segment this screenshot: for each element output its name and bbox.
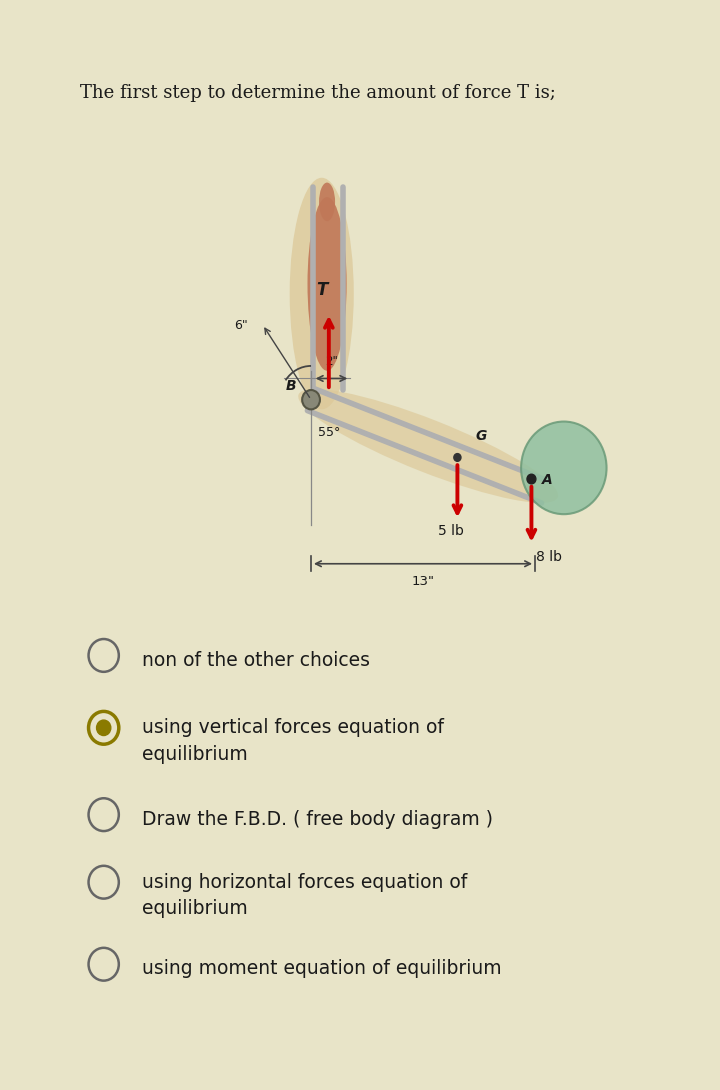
Circle shape — [454, 453, 461, 461]
Text: T: T — [316, 281, 328, 300]
Circle shape — [96, 720, 111, 736]
Text: 13": 13" — [412, 576, 435, 588]
Text: Draw the F.B.D. ( free body diagram ): Draw the F.B.D. ( free body diagram ) — [142, 810, 493, 828]
Text: using vertical forces equation of
equilibrium: using vertical forces equation of equili… — [142, 718, 444, 764]
Text: The first step to determine the amount of force T is;: The first step to determine the amount o… — [80, 84, 556, 102]
Ellipse shape — [289, 178, 354, 410]
Text: 6": 6" — [234, 319, 248, 332]
Circle shape — [527, 474, 536, 484]
Ellipse shape — [298, 389, 558, 502]
Text: G: G — [475, 429, 487, 444]
Circle shape — [302, 390, 320, 410]
Text: using moment equation of equilibrium: using moment equation of equilibrium — [142, 959, 502, 979]
Text: using horizontal forces equation of
equilibrium: using horizontal forces equation of equi… — [142, 873, 467, 918]
Circle shape — [521, 422, 606, 514]
Text: B: B — [286, 379, 297, 393]
Text: 8 lb: 8 lb — [536, 550, 562, 564]
Text: non of the other choices: non of the other choices — [142, 651, 370, 669]
Ellipse shape — [319, 183, 335, 221]
Text: 2": 2" — [325, 355, 338, 368]
Ellipse shape — [307, 197, 346, 371]
Text: A: A — [542, 473, 553, 487]
Text: 55°: 55° — [318, 426, 341, 439]
Text: 5 lb: 5 lb — [438, 523, 464, 537]
